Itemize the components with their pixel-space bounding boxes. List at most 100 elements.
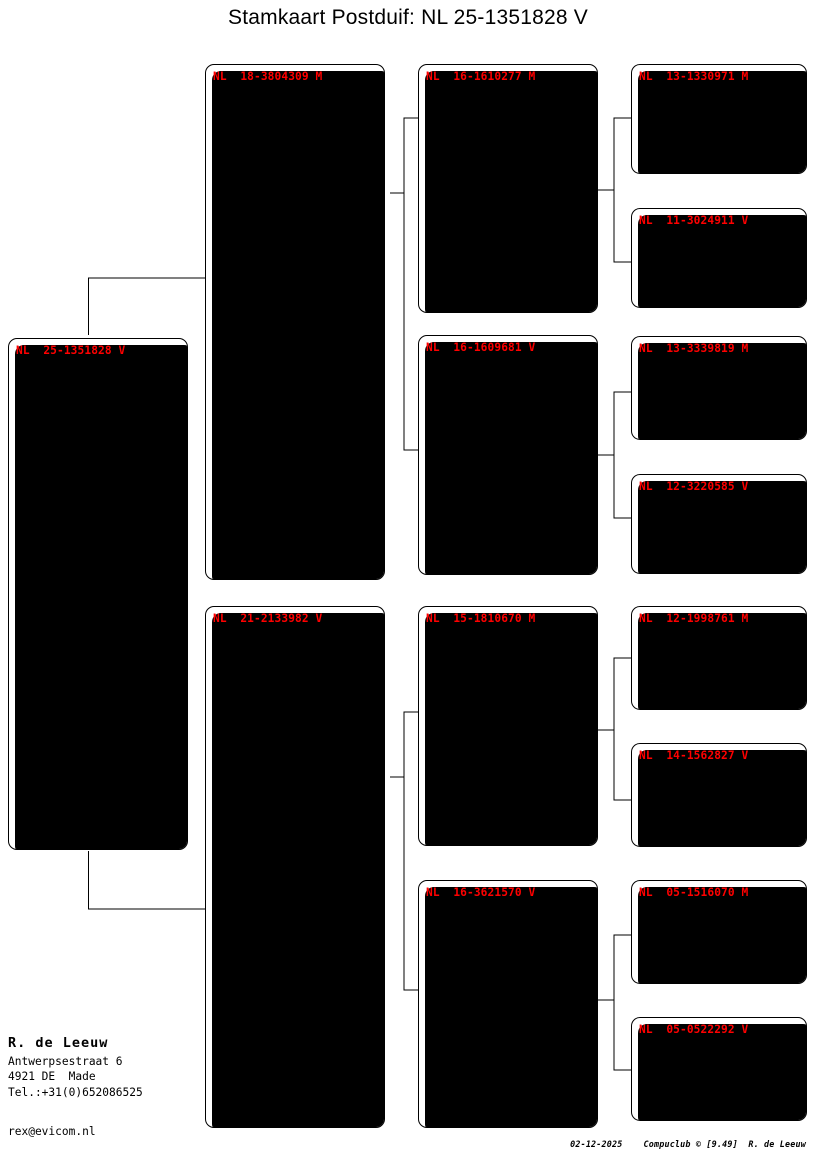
detail-line: Narbonne. [426, 239, 487, 253]
detail-line: 1e Nat St vincent [426, 689, 541, 703]
detail-line: "Christiane" [213, 501, 294, 515]
detail-line: first sectoraal [639, 147, 747, 161]
detail-line: Bergerac 2019: [213, 889, 308, 903]
detail-line: Bergerac'22 201/2820 [16, 498, 151, 512]
pigeon-details: Kras 7 prijzen Meerd Fond 147e nat Tarbes … [639, 916, 800, 962]
detail-line: pigeon over all [213, 378, 315, 392]
detail-line: Grand Son: [16, 559, 84, 573]
ring-number: NL 18-3804309 M [213, 70, 323, 83]
detail-line: "Lady Perpignen" [426, 131, 534, 145]
detail-line: 17/1946 Dax sec 1a [426, 541, 548, 555]
pedigree-card-granddam-paternal[interactable]: NL 16-1609681 V Cahor C. J. de Heijde kr… [418, 335, 598, 575]
detail-line: Super Racer win: [639, 826, 747, 840]
pigeon-details: Donker Witpen [639, 525, 800, 540]
detail-line: 2e Nat Narbonne 2022 [426, 254, 561, 268]
detail-line: Dax 32/1309 [426, 1070, 521, 1084]
detail-line: 2e Best European [213, 362, 321, 376]
detail-line [426, 208, 591, 223]
pigeon-owner: Wim Gielen [426, 642, 494, 656]
pigeon-name: "De 309" [213, 85, 274, 99]
pigeon-details: kras Original from C.J. de Heijde. Aug '16 f… [426, 386, 591, 555]
pedigree-card-great-granddam-3[interactable]: NL 14-1562827 V Mooi Blauwke Benno Kaste… [631, 743, 807, 847]
footer-credit: 02-12-2025 Compuclub © [9.49] R. de Leeu… [570, 1139, 806, 1149]
pigeon-name: Zoon Lady Perpignan [426, 85, 554, 99]
detail-line: Gehamerd [639, 116, 693, 130]
owner-contact-block: R. de Leeuw Antwerpsestraat 6 4921 DE Ma… [8, 1032, 268, 1100]
pedigree-card-great-granddam-1[interactable]: NL 11-3024911 V "Lady Perpignan" Rex de … [631, 208, 807, 308]
detail-line: Michel [426, 479, 467, 493]
detail-line: 23 Nat sec 1 9010 [426, 1024, 541, 1038]
detail-line: Bergerac'20 133/2496 [213, 162, 348, 176]
detail-line: 147e nat Tarbes '08 [639, 947, 767, 961]
detail-line: 3e Nat 12152 [213, 858, 294, 872]
pedigree-card-great-grandsire-1[interactable]: NL 13-1330971 M Don Harry C. J. de Heijd… [631, 64, 807, 174]
detail-line: Blauw Klampertje. [639, 419, 761, 433]
detail-line: Super Racer win: [639, 658, 747, 672]
pedigree-card-grandsire-maternal[interactable]: NL 15-1810670 M Jorg Wim Gielen Rood Supe… [418, 606, 598, 846]
page-title: Stamkaart Postduif: NL 25-1351828 V [228, 6, 588, 29]
pedigree-card-grandsire-paternal[interactable]: NL 16-1610277 M Zoon Lady Perpignan Rex … [418, 64, 598, 313]
owner-name: R. de Leeuw [8, 1035, 109, 1051]
pigeon-details: Blauw "De 309" wins 7 times 1:10 Bordeaux … [16, 389, 181, 774]
pigeon-name: Zoë [426, 901, 447, 915]
pedigree-card-subject[interactable]: NL 25-1351828 V Daughter "De 309" Rex de… [8, 338, 188, 850]
detail-line: '18 309 7 times 1:10 [426, 510, 561, 524]
detail-line: 147/1220 NPO Dax [426, 735, 534, 749]
pedigree-card-great-grandsire-2[interactable]: NL 13-3339819 M Br "Blau Klampertje" C. … [631, 336, 807, 440]
pigeon-name: Jorg [426, 627, 453, 641]
pedigree-card-great-granddam-4[interactable]: NL 05-0522292 V Rex de Leeuw Kras 55e Nat… [631, 1017, 807, 1121]
pigeon-details: licht geschelpt 1e nat Perpignan hens 2013… [639, 259, 800, 305]
detail-line: 2e Nat sect 1 5578 [16, 729, 138, 743]
detail-line: 281e Nat Dax [639, 1084, 720, 1098]
detail-line [16, 543, 181, 558]
pigeon-owner: Benno Kastelijn [639, 779, 741, 793]
pigeon-details: kras wins 7 times 1:10 Bordeaux '20 44/275… [213, 115, 378, 531]
detail-line [213, 811, 378, 826]
detail-line: Brother to Father [639, 131, 754, 145]
ring-number: NL 16-1609681 V [426, 341, 536, 354]
pigeon-name: Rode Stropdas [639, 627, 727, 641]
ring-number: NL 11-3024911 V [639, 214, 749, 227]
pedigree-card-dam[interactable]: NL 21-2133982 V Jorg X Zoë De Leeuw / Gi… [205, 606, 385, 1128]
detail-line: StVincent'23 59/1301 [213, 224, 348, 238]
detail-line: 2020 tegen 12.152 d [426, 704, 554, 718]
detail-line: 67 NPO Bergerac '17 [426, 812, 554, 826]
ring-number: NL 05-0522292 V [639, 1023, 749, 1036]
detail-line: 2e Nat sect 1 5578 [213, 873, 335, 887]
detail-line: Blauw [639, 795, 673, 809]
pigeon-name: Jorg X Zoë [213, 627, 281, 641]
detail-line: X [213, 796, 274, 810]
detail-line: 55e Nat Agen [213, 455, 301, 469]
pigeon-owner: C. J. de Heijde [639, 510, 741, 524]
pedigree-card-great-granddam-2[interactable]: NL 12-3220585 V Dochter Don Michel C. J.… [631, 474, 807, 574]
detail-line: 1e Nat St vincent [16, 590, 131, 604]
detail-line: Kras [639, 916, 666, 930]
detail-line: 2e B2000 2431 dv [426, 1009, 534, 1023]
detail-line: St Vincent 2020: [16, 698, 124, 712]
pigeon-owner: Rex de Leeuw [16, 374, 97, 388]
pedigree-card-sire[interactable]: NL 18-3804309 M "De 309" De Leeuw/De Hei… [205, 64, 385, 580]
pedigree-card-great-grandsire-4[interactable]: NL 05-1516070 M Rex de Leeuw Kras 7 prijz… [631, 880, 807, 984]
detail-line: Bergerac 51/1075 [426, 1086, 548, 1100]
pedigree-card-great-grandsire-3[interactable]: NL 12-1998761 M Rode Stropdas Rood Super … [631, 606, 807, 710]
detail-line: Perpignan 2013. [426, 193, 528, 207]
detail-line [213, 780, 378, 795]
detail-line: Donker Witpen [639, 526, 727, 540]
detail-line: St Vincent 2020: [426, 947, 534, 961]
detail-line: Cahor is: [213, 285, 274, 299]
owner-email[interactable]: rex@evicom.nl [8, 1125, 96, 1138]
detail-line: Gielen. [213, 689, 261, 703]
pigeon-name: Br "Blau Klampertje" [639, 357, 774, 371]
pigeon-details: Rood Super Racer win: 1e Nat St vincent [639, 642, 800, 688]
detail-line: Bergerac 2019: [426, 993, 521, 1007]
detail-line: Jorg [16, 575, 43, 589]
detail-line: Kras [639, 1053, 666, 1067]
detail-line [213, 254, 378, 269]
detail-line: StVincent'23 59/1301 [16, 513, 151, 527]
pigeon-name: Cahor [426, 356, 460, 370]
detail-line: 2020 tegen 12.152 d [16, 605, 144, 619]
detail-line: 2022: [213, 516, 247, 530]
pedigree-card-granddam-maternal[interactable]: NL 16-3621570 V Zoë Rex de Leeuw Kras St … [418, 880, 598, 1128]
detail-line: 2020 tegen 12.152 d [213, 750, 341, 764]
detail-line: licht geschelpt [639, 260, 741, 274]
